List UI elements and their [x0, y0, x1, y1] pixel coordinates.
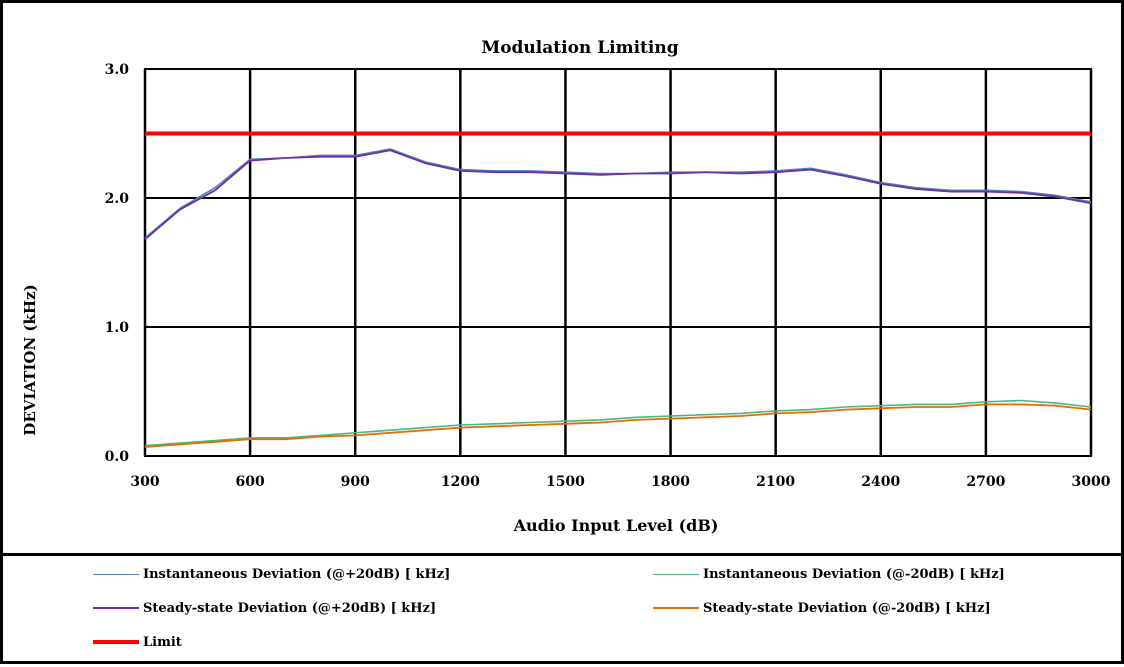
x-tick-label: 300 — [130, 474, 159, 490]
series-lines — [144, 131, 1092, 448]
legend-swatch — [93, 573, 139, 575]
legend-item-steady-plus20: Steady-state Deviation (@+20dB) [ kHz] — [93, 598, 436, 618]
legend-label: Limit — [143, 634, 182, 650]
x-tick-label: 2400 — [861, 474, 900, 490]
legend-item-instantaneous-minus20: Instantaneous Deviation (@-20dB) [ kHz] — [653, 564, 1005, 584]
legend-label: Steady-state Deviation (@-20dB) [ kHz] — [703, 600, 991, 616]
x-tick-label: 2700 — [966, 474, 1005, 490]
series-instantaneous-minus20 — [144, 399, 1092, 447]
x-axis-title: Audio Input Level (dB) — [513, 516, 719, 535]
plot-border — [144, 68, 1092, 457]
y-tick-label: 0.0 — [105, 449, 130, 465]
grid-lines — [143, 68, 1093, 457]
y-axis-title: DEVIATION (kHz) — [21, 284, 39, 435]
legend-swatch — [653, 607, 699, 609]
x-tick-label: 1200 — [441, 474, 480, 490]
legend-item-steady-minus20: Steady-state Deviation (@-20dB) [ kHz] — [653, 598, 991, 618]
legend-item-limit: Limit — [93, 632, 182, 652]
y-tick-label: 1.0 — [105, 320, 130, 336]
legend-label: Instantaneous Deviation (@+20dB) [ kHz] — [143, 566, 451, 582]
y-tick-label: 2.0 — [105, 191, 130, 207]
legend-swatch — [653, 573, 699, 575]
legend-swatch — [93, 607, 139, 609]
legend-item-instantaneous-plus20: Instantaneous Deviation (@+20dB) [ kHz] — [93, 564, 450, 584]
legend: Instantaneous Deviation (@+20dB) [ kHz] … — [3, 553, 1124, 667]
y-tick-labels: 0.0 1.0 2.0 3.0 — [105, 62, 130, 465]
x-tick-label: 3000 — [1072, 474, 1111, 490]
chart-area: Modulation Limiting Audio Input Level (d… — [21, 38, 1111, 535]
chart-title: Modulation Limiting — [481, 38, 678, 58]
x-tick-label: 900 — [341, 474, 370, 490]
legend-label: Instantaneous Deviation (@-20dB) [ kHz] — [703, 566, 1005, 582]
x-tick-labels: 300 600 900 1200 1500 1800 2100 2400 2700 3000 — [130, 474, 1110, 490]
x-tick-label: 1500 — [546, 474, 585, 490]
x-tick-label: 1800 — [651, 474, 690, 490]
legend-swatch — [93, 640, 139, 644]
y-tick-label: 3.0 — [105, 62, 130, 78]
series-steady-plus20 — [144, 149, 1092, 240]
x-tick-label: 600 — [235, 474, 264, 490]
series-instantaneous-plus20 — [144, 148, 1092, 239]
legend-label: Steady-state Deviation (@+20dB) [ kHz] — [143, 600, 437, 616]
x-tick-label: 2100 — [756, 474, 795, 490]
series-steady-minus20 — [144, 403, 1092, 448]
